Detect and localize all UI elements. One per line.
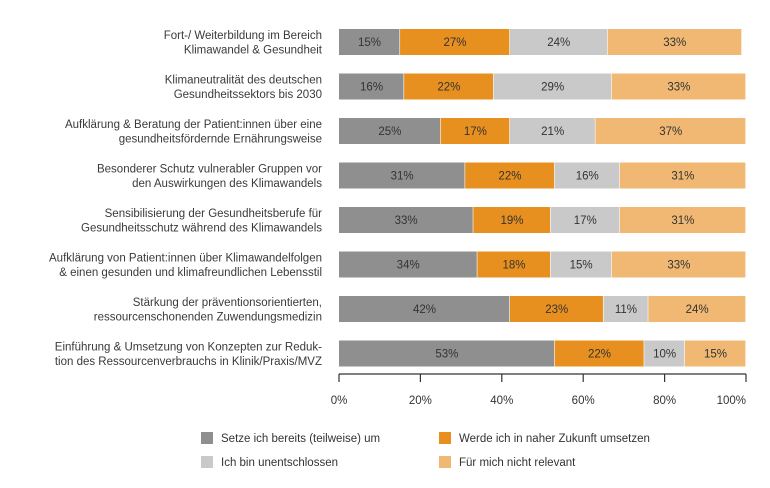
legend: Setze ich bereits (teilweise) um Werde ic… <box>201 432 650 469</box>
bar-segment <box>339 29 400 55</box>
bars: 15% 27% 24% 33% 16% 22% 29% 33% 25% 17% 21% 37% 31% 2… <box>339 29 746 367</box>
bar-segment <box>440 118 510 144</box>
category-label: Aufklärung von Patient:innen über Klimaw… <box>49 253 322 280</box>
bar-segment <box>477 251 551 278</box>
bar-segment <box>611 251 746 278</box>
category-label: Stärkung der präventionsorientierten, res… <box>94 297 322 324</box>
bar-segment <box>509 118 595 144</box>
data-label: 22% <box>437 82 460 94</box>
x-tick-label: 40% <box>490 395 513 407</box>
data-label: 31% <box>671 215 694 227</box>
bar-segment <box>339 296 510 322</box>
bar-segment <box>603 296 648 322</box>
data-label: 22% <box>498 171 521 183</box>
bar-segment <box>619 207 746 233</box>
bar-segment <box>400 29 510 55</box>
data-label: 21% <box>541 126 564 138</box>
x-tick-label: 20% <box>409 395 432 407</box>
x-tick-label: 80% <box>653 395 676 407</box>
bar-segment <box>339 251 477 278</box>
data-label: 31% <box>671 171 694 183</box>
data-label: 16% <box>576 171 599 183</box>
bar-segment <box>465 162 555 189</box>
category-label: Besonderer Schutz vulnerabler Gruppen vo… <box>97 164 322 191</box>
data-label: 33% <box>395 215 418 227</box>
x-tick-label: 60% <box>572 395 595 407</box>
category-label: Fort-/ Weiterbildung im Bereich Klimawand… <box>164 30 323 57</box>
data-label: 18% <box>502 260 525 272</box>
data-label: 53% <box>435 349 458 361</box>
data-label: 25% <box>378 126 401 138</box>
data-label: 16% <box>360 82 383 94</box>
bar-segment <box>554 340 644 367</box>
legend-swatch <box>201 432 213 444</box>
category-label: Aufklärung & Beratung der Patient:innen … <box>65 119 322 146</box>
data-label: 33% <box>663 37 686 49</box>
legend-swatch <box>439 432 451 444</box>
bar-segment <box>550 251 612 278</box>
data-label: 15% <box>704 349 727 361</box>
data-label: 42% <box>413 304 436 316</box>
data-label: 19% <box>500 215 523 227</box>
bar-segment <box>607 29 742 55</box>
data-label: 22% <box>588 349 611 361</box>
bar-segment <box>473 207 551 233</box>
data-label: 33% <box>667 260 690 272</box>
data-label: 10% <box>653 349 676 361</box>
data-label: 34% <box>397 260 420 272</box>
bar-segment <box>611 73 746 100</box>
data-label: 17% <box>464 126 487 138</box>
bar-segment <box>554 162 620 189</box>
bar-segment <box>339 207 473 233</box>
bar-segment <box>595 118 746 144</box>
data-label: 29% <box>541 82 564 94</box>
data-label: 24% <box>547 37 570 49</box>
x-axis: 0% 20% 40% 60% 80% 100% <box>331 373 747 407</box>
data-label: 23% <box>545 304 568 316</box>
bar-segment <box>509 296 603 322</box>
data-label: 37% <box>659 126 682 138</box>
data-label: 33% <box>667 82 690 94</box>
data-label: 11% <box>615 304 637 316</box>
x-tick-label: 100% <box>717 395 746 407</box>
bar-segment <box>493 73 612 100</box>
bar-segment <box>339 340 555 367</box>
legend-label: Werde ich in naher Zukunft umsetzen <box>459 433 650 445</box>
legend-label: Setze ich bereits (teilweise) um <box>221 433 380 445</box>
x-tick-label: 0% <box>331 395 348 407</box>
bar-segment <box>684 340 746 367</box>
category-labels: Fort-/ Weiterbildung im Bereich Klimawand… <box>49 30 323 368</box>
bar-segment <box>550 207 620 233</box>
category-label: Klimaneutralität des deutschen Gesundheit… <box>165 75 322 102</box>
bar-segment <box>339 118 441 144</box>
bar-segment <box>339 162 465 189</box>
data-label: 24% <box>686 304 709 316</box>
data-label: 17% <box>574 215 597 227</box>
legend-label: Für mich nicht relevant <box>459 457 576 469</box>
bar-segment <box>339 73 404 100</box>
bar-segment <box>619 162 746 189</box>
bar-segment <box>404 73 494 100</box>
data-label: 27% <box>443 37 466 49</box>
category-label: Sensibilisierung der Gesundheitsberufe f… <box>81 208 322 235</box>
category-label: Einführung & Umsetzung von Konzepten zur… <box>55 342 322 369</box>
legend-label: Ich bin unentschlossen <box>221 457 338 469</box>
data-label: 15% <box>358 37 381 49</box>
data-label: 31% <box>391 171 414 183</box>
bar-segment <box>509 29 608 55</box>
legend-swatch <box>201 456 213 468</box>
bar-segment <box>648 296 746 322</box>
data-label: 15% <box>570 260 593 272</box>
bar-segment <box>644 340 685 367</box>
legend-swatch <box>439 456 451 468</box>
